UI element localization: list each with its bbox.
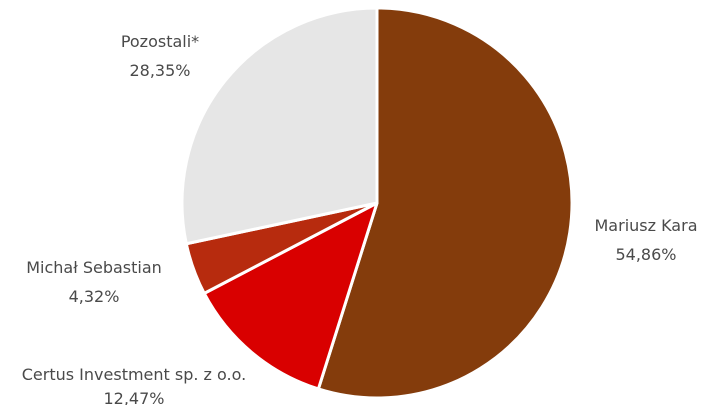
pie-slice-certus-investment-sp-z-o-o	[202, 201, 379, 391]
pie-slices	[180, 6, 574, 400]
slice-label-group-0: Mariusz Kara 54,86%	[595, 216, 698, 264]
slice-label-group-1: Certus Investment sp. z o.o. 12,47%	[22, 365, 246, 405]
slice-value-michal-sebastian: 4,32%	[69, 287, 120, 306]
pie-slice-mariusz-kara	[316, 6, 574, 400]
slice-label-michal-sebastian: Michał Sebastian	[26, 258, 162, 277]
slice-label-group-2: Michał Sebastian 4,32%	[26, 258, 162, 306]
slice-value-certus-investment: 12,47%	[103, 389, 164, 405]
slice-value-pozostali: 28,35%	[129, 61, 190, 80]
slice-label-pozostali: Pozostali*	[121, 32, 199, 51]
slice-label-certus-investment: Certus Investment sp. z o.o.	[22, 365, 246, 384]
slice-label-mariusz-kara: Mariusz Kara	[595, 216, 698, 235]
slice-label-group-3: Pozostali* 28,35%	[121, 32, 199, 80]
slice-value-mariusz-kara: 54,86%	[615, 245, 676, 264]
pie-slice-pozostali	[180, 6, 379, 246]
